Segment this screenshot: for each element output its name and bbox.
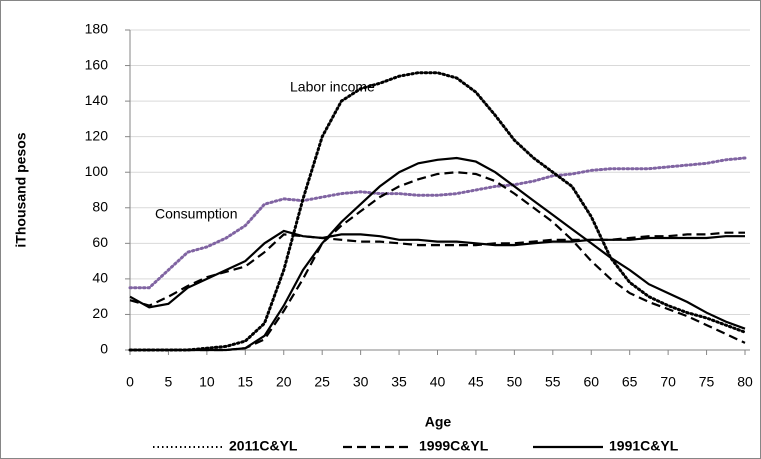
x-tick-label: 80 [737,374,753,390]
x-tick-label: 5 [165,374,173,390]
y-tick-label: 0 [100,341,108,357]
x-tick-label: 10 [199,374,215,390]
line-labor_income [128,71,747,352]
y-tick-label: 40 [92,270,108,286]
line-consumption [129,231,745,307]
legend-label: 1999C&YL [419,438,489,454]
y-axis-label: iThousand pesos [13,132,29,247]
x-tick-label: 15 [238,374,254,390]
x-tick-label: 75 [699,374,715,390]
x-tick-label: 55 [545,374,561,390]
annotation: Labor income [290,79,375,95]
x-tick-label: 65 [622,374,638,390]
x-tick-label: 0 [126,374,134,390]
line-labor_income [130,156,746,352]
x-tick-label: 45 [468,374,484,390]
x-tick-label: 70 [660,374,676,390]
legend-label: 2011C&YL [229,438,298,454]
y-tick-label: 140 [85,92,109,108]
y-tick-label: 100 [85,163,109,179]
y-tick-label: 180 [85,21,109,37]
legend-label: 1991C&YL [609,438,679,454]
line-consumption [128,156,747,290]
x-tick-label: 50 [507,374,523,390]
y-tick-label: 60 [92,234,108,250]
x-axis-label: Age [425,414,452,430]
y-tick-label: 20 [92,305,108,321]
x-tick-label: 60 [583,374,599,390]
y-tick-label: 160 [85,56,109,72]
line-consumption [129,229,745,309]
x-tick-label: 25 [314,374,330,390]
x-tick-label: 40 [430,374,446,390]
y-tick-label: 120 [85,127,109,143]
annotation: Consumption [155,206,238,222]
x-tick-label: 35 [391,374,407,390]
x-tick-label: 20 [276,374,292,390]
x-tick-label: 30 [353,374,369,390]
y-tick-label: 80 [92,198,108,214]
